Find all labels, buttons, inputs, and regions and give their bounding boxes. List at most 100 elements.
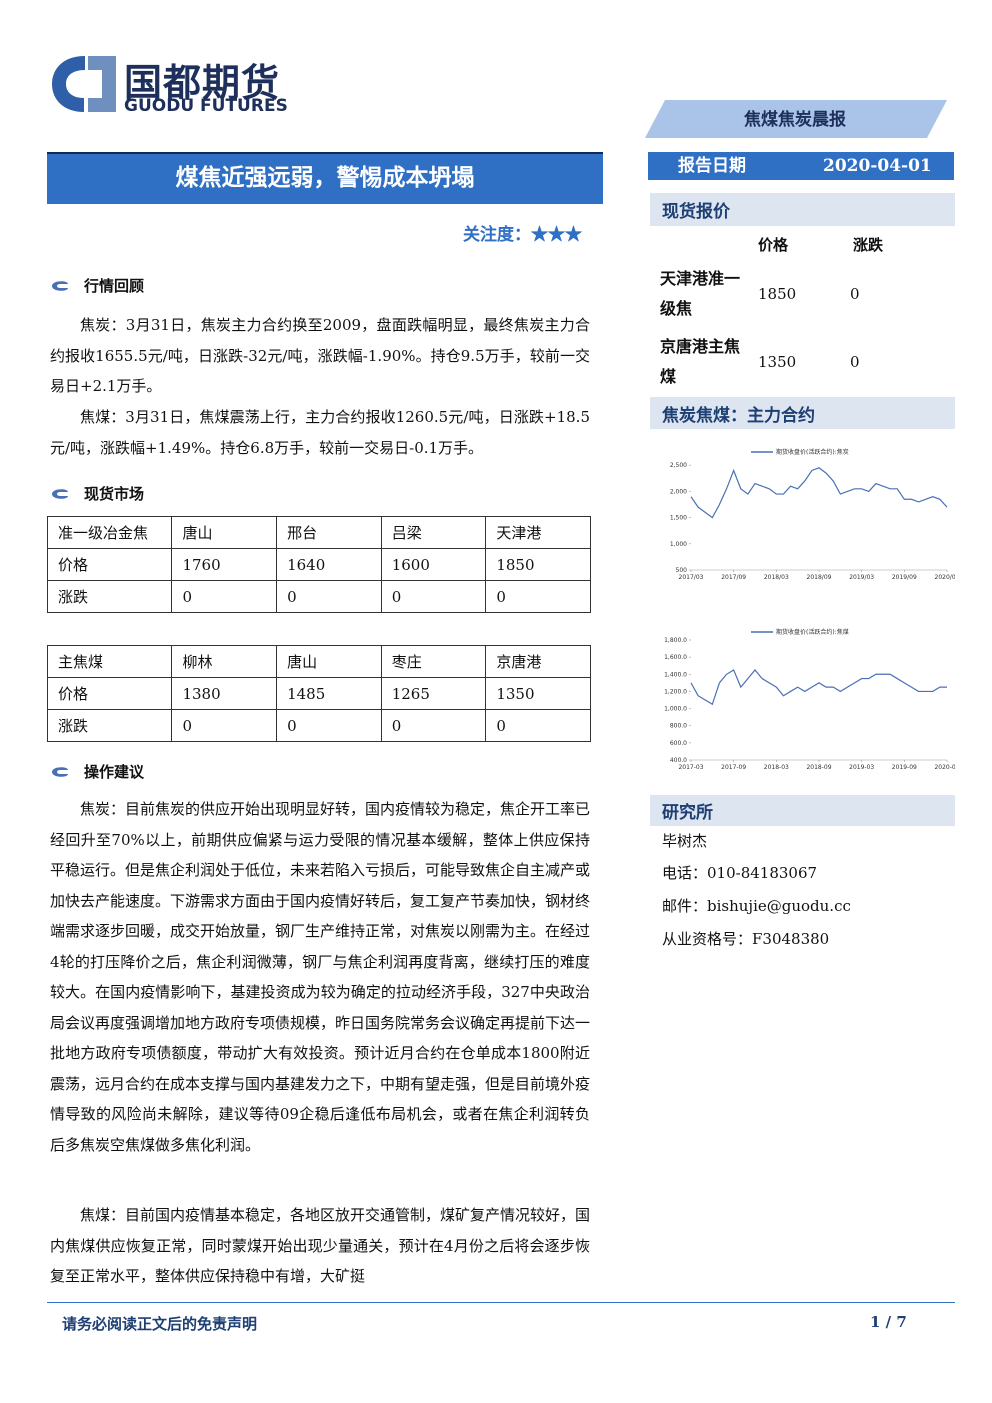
spot-label: 京唐港主焦煤 <box>660 337 741 386</box>
x-tick-label: 2019/09 <box>892 574 917 581</box>
x-tick-label: 2020/03 <box>935 574 955 581</box>
logo-en: GUODU FUTURES <box>124 96 288 116</box>
y-tick-label: 2,500 <box>670 462 687 469</box>
spot-price: 1350 <box>758 353 797 371</box>
x-tick-label: 2019-09 <box>892 764 917 771</box>
x-tick-label: 2019/03 <box>849 574 874 581</box>
section-heading: 现货市场 <box>50 483 144 504</box>
table-cell: 0 <box>171 709 278 742</box>
y-tick-label: 1,200.0 <box>664 688 687 695</box>
series-line <box>690 467 948 519</box>
section-icon <box>52 488 68 499</box>
table-cell: 天津港 <box>485 516 591 549</box>
logo-mark <box>52 56 116 112</box>
x-tick-label: 2018-03 <box>764 764 789 771</box>
table-row: 准一级冶金焦 唐山 邢台 吕梁 天津港 <box>46 516 591 549</box>
report-title: 煤焦近强远弱，警惕成本坍塌 <box>175 164 475 191</box>
table-cell: 枣庄 <box>380 645 487 678</box>
section-title: 行情回顾 <box>84 277 145 295</box>
table-cell: 0 <box>276 709 382 742</box>
table-cell: 主焦煤 <box>46 645 173 678</box>
table-cell: 0 <box>485 709 591 742</box>
legend-label: 期货收盘价(活跃合约):焦炭 <box>776 448 849 456</box>
table-cell: 唐山 <box>276 645 382 678</box>
chart: 500 1,000 1,500 2,000 2,500 2017/03 2017/09 201… <box>670 448 955 581</box>
table-cell: 价格 <box>46 548 173 581</box>
table-cell: 1485 <box>276 677 382 710</box>
table-cell: 1350 <box>485 677 591 710</box>
table-cell: 唐山 <box>171 516 278 549</box>
section-heading: 操作建议 <box>50 761 144 782</box>
y-tick-label: 1,000.0 <box>664 706 687 713</box>
x-tick-label: 2018-09 <box>806 764 831 771</box>
y-tick-label: 600.0 <box>670 740 687 747</box>
table-cell: 0 <box>380 709 487 742</box>
table-cell: 价格 <box>46 677 173 710</box>
page-number: 1 / 7 <box>870 1313 907 1331</box>
analyst-name: 毕树杰 <box>662 832 708 850</box>
table-cell: 1760 <box>171 548 278 581</box>
table-cell: 0 <box>276 580 382 613</box>
report-date-label: 报告日期 <box>678 156 746 176</box>
chart: 400.0 600.0 800.0 1,000.0 1,200.0 1,400.0 1,60… <box>664 628 955 771</box>
spot-price: 1850 <box>758 285 797 303</box>
x-tick-label: 2017-09 <box>721 764 746 771</box>
legend-label: 期货收盘价(活跃合约):焦煤 <box>776 628 849 636</box>
analyst-license: 从业资格号：F3048380 <box>662 930 830 948</box>
table-cell: 准一级冶金焦 <box>46 516 173 549</box>
section-icon <box>52 280 68 291</box>
x-tick-label: 2017/09 <box>721 574 746 581</box>
x-tick-label: 2018/09 <box>807 574 832 581</box>
table-cell: 0 <box>380 580 487 613</box>
sidebar-heading: 焦炭焦煤：主力合约 <box>650 397 955 429</box>
x-tick-label: 2020-03 <box>934 764 955 771</box>
report-type: 焦煤焦炭晨报 <box>744 110 846 130</box>
footer-rule <box>47 1302 955 1303</box>
table-cell: 1265 <box>380 677 487 710</box>
analyst-email: 邮件：bishujie@guodu.cc <box>662 897 851 915</box>
table-cell: 1600 <box>380 548 487 581</box>
y-tick-label: 400.0 <box>670 757 687 764</box>
spot-change: 0 <box>850 353 860 371</box>
section-title: 现货市场 <box>84 485 145 503</box>
paragraph: 焦煤：目前国内疫情基本稳定，各地区放开交通管制，煤矿复产情况较好，国内焦煤供应恢… <box>50 1206 591 1285</box>
sidebar-heading: 研究所 <box>650 795 955 826</box>
table-cell: 京唐港 <box>485 645 591 678</box>
table-cell: 涨跌 <box>46 580 173 613</box>
table-cell: 1850 <box>485 548 591 581</box>
logo-cn: 国都期货 <box>124 61 281 105</box>
y-tick-label: 800.0 <box>670 723 687 730</box>
table-row: 价格 1380 1485 1265 1350 <box>46 677 591 710</box>
table-row: 涨跌 0 0 0 0 <box>46 709 591 742</box>
disclaimer: 请务必阅读正文后的免责声明 <box>62 1315 258 1333</box>
attention-label: 关注度： <box>463 225 531 245</box>
spot-header: 价格 <box>758 236 789 254</box>
y-tick-label: 1,400.0 <box>664 671 687 678</box>
x-tick-label: 2018/03 <box>764 574 789 581</box>
y-tick-label: 1,500 <box>670 515 687 522</box>
paragraph: 焦炭：目前焦炭的供应开始出现明显好转，国内疫情较为稳定，焦企开工率已经回升至70… <box>50 800 591 1154</box>
spot-header: 涨跌 <box>853 236 884 254</box>
table-cell: 0 <box>171 580 278 613</box>
report-type-banner <box>645 100 947 138</box>
analyst-phone: 电话：010-84183067 <box>662 864 818 882</box>
spot-change: 0 <box>850 285 860 303</box>
y-tick-label: 1,000 <box>670 541 687 548</box>
table-cell: 1380 <box>171 677 278 710</box>
y-tick-label: 2,000 <box>670 488 687 495</box>
table-cell: 柳林 <box>171 645 278 678</box>
x-tick-label: 2019-03 <box>849 764 874 771</box>
attention: 关注度：★★★ <box>440 220 582 245</box>
table-cell: 吕梁 <box>380 516 487 549</box>
paragraph: 焦煤：3月31日，焦煤震荡上行，主力合约报收1260.5元/吨，日涨跌+18.5… <box>50 408 590 457</box>
section-heading: 行情回顾 <box>50 275 144 296</box>
spot-table: 主焦煤 柳林 唐山 枣庄 京唐港 价格 1380 1485 1265 1350 涨跌 0 0 0 0 <box>46 645 591 742</box>
x-tick-label: 2017/03 <box>679 574 704 581</box>
y-tick-label: 500 <box>676 567 688 574</box>
x-tick-label: 2017-03 <box>678 764 703 771</box>
series-line <box>690 669 947 706</box>
table-cell: 邢台 <box>276 516 382 549</box>
table-row: 涨跌 0 0 0 0 <box>46 580 591 613</box>
